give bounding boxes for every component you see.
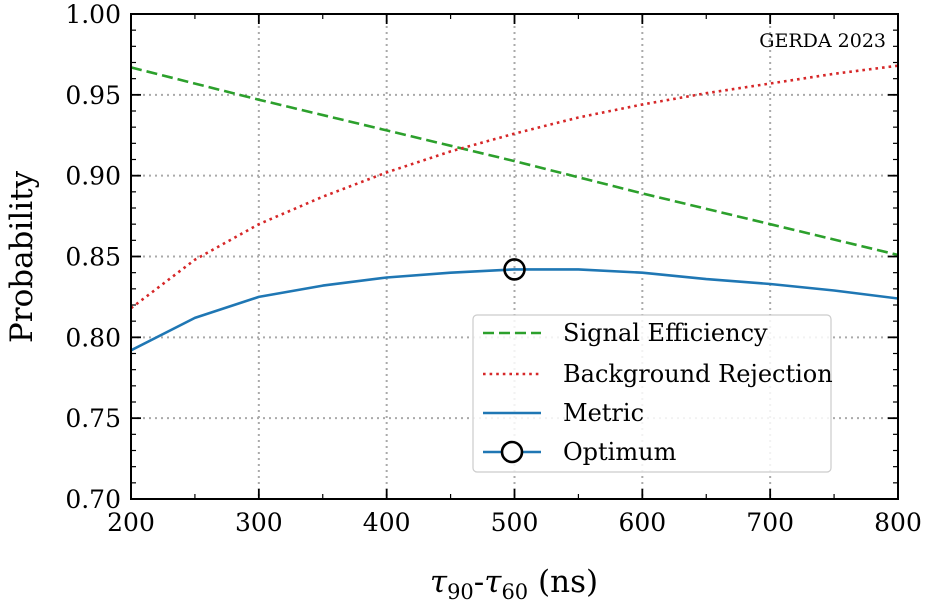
y-tick-label: 0.70 (65, 485, 121, 514)
y-tick-label: 0.90 (65, 162, 121, 191)
x-tick-label: 700 (746, 508, 794, 537)
x-axis-title-tau-2: τ (484, 564, 502, 600)
legend-marker-optimum (500, 440, 524, 464)
y-tick-label: 1.00 (65, 0, 121, 29)
ticks: 200 300 400 500 600 700 800 0.70 0.75 0.80 0.85 0.9… (65, 0, 922, 537)
x-axis-title: τ90-τ60 (ns) (430, 564, 598, 601)
legend-label-metric: Metric (563, 399, 644, 427)
series-line-signal-efficiency (131, 66, 898, 257)
annotation-label: GERDA 2023 (759, 30, 886, 52)
series-line-metric (131, 268, 898, 352)
legend: Signal Efficiency Background Rejection Met… (472, 314, 833, 473)
legend-label-signal-efficiency: Signal Efficiency (563, 319, 768, 347)
x-axis-title-tau-1: τ (430, 564, 448, 600)
x-tick-label: 800 (874, 508, 922, 537)
optimum-layer (503, 258, 526, 281)
y-tick-label: 0.75 (65, 404, 121, 433)
x-tick-label: 500 (491, 508, 539, 537)
x-tick-label: 200 (107, 508, 155, 537)
series-layer (131, 64, 898, 352)
y-tick-label: 0.85 (65, 243, 121, 272)
x-axis-title-sub-1: 90 (447, 580, 474, 601)
x-tick-label: 300 (235, 508, 283, 537)
x-axis-title-unit: (ns) (528, 564, 598, 600)
legend-frame (472, 314, 832, 473)
y-tick-label: 0.95 (65, 81, 121, 110)
y-tick-label: 0.80 (65, 323, 121, 352)
x-axis-title-sub-2: 60 (501, 580, 528, 601)
legend-label-optimum: Optimum (563, 438, 677, 466)
x-axis-title-dash: - (474, 564, 484, 600)
x-tick-label: 600 (618, 508, 666, 537)
x-tick-label: 400 (363, 508, 411, 537)
series-line-background-rejection (131, 64, 898, 310)
legend-label-background-rejection: Background Rejection (563, 360, 833, 388)
y-axis-title: Probability (4, 170, 40, 343)
optimum-marker (503, 258, 526, 281)
